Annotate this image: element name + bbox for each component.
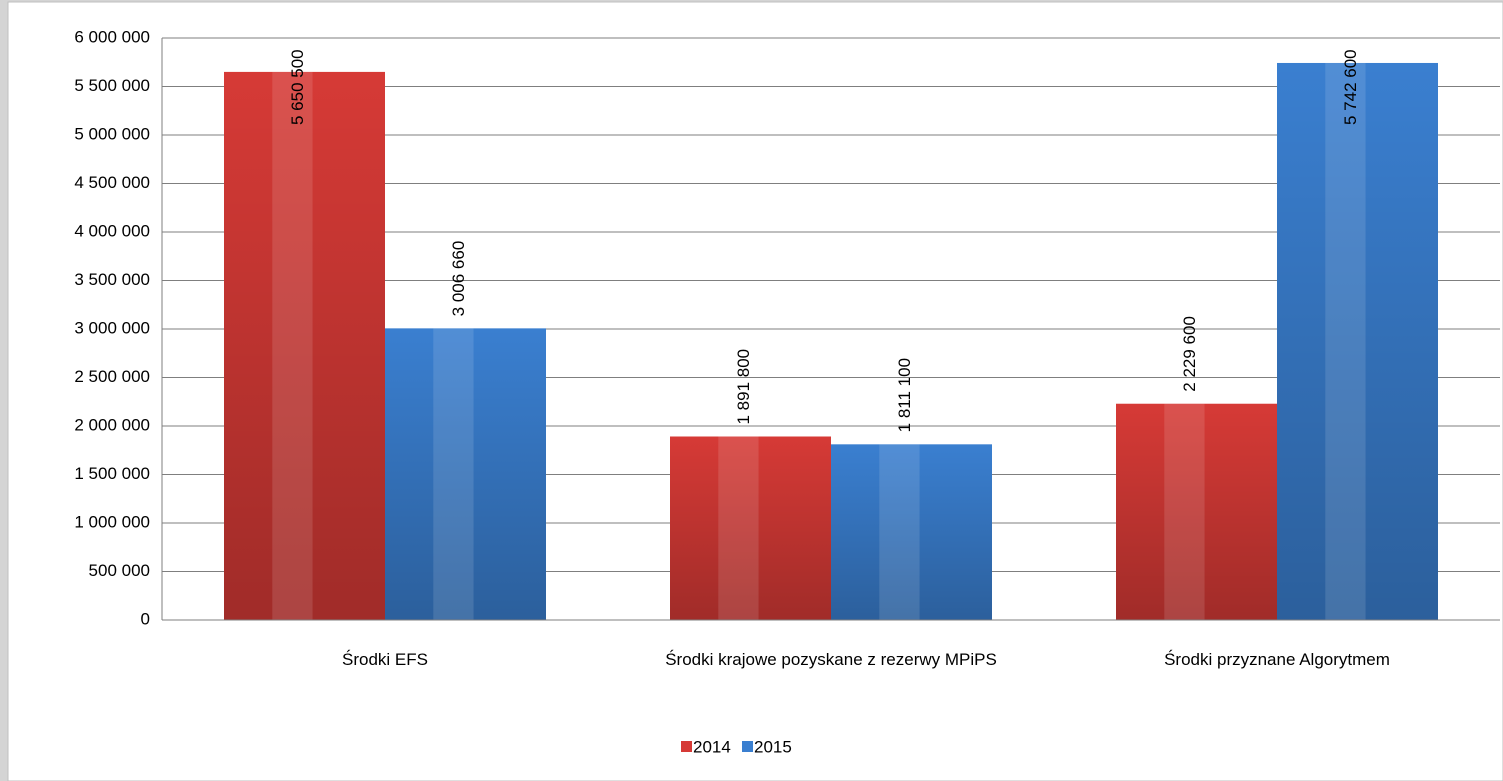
data-label: 2 229 600 [1180, 316, 1199, 392]
bar-highlight [879, 444, 920, 620]
bar-shading [1277, 62, 1438, 621]
y-tick-label: 5 500 000 [74, 76, 150, 95]
y-tick-label: 4 000 000 [74, 221, 150, 240]
x-tick-label: Środki EFS [342, 650, 428, 669]
legend-swatch [742, 741, 753, 752]
data-label: 5 650 500 [288, 49, 307, 125]
y-tick-label: 2 000 000 [74, 415, 150, 434]
bar-highlight [1325, 62, 1366, 621]
bar-shading [1116, 403, 1277, 620]
bar-highlight [433, 328, 474, 620]
bar-highlight [272, 71, 313, 621]
data-label: 3 006 660 [449, 241, 468, 317]
bar-shading [385, 328, 546, 620]
y-tick-label: 1 500 000 [74, 464, 150, 483]
y-tick-label: 3 500 000 [74, 270, 150, 289]
data-label: 5 742 600 [1341, 49, 1360, 125]
y-tick-label: 0 [141, 609, 150, 628]
y-tick-label: 6 000 000 [74, 27, 150, 46]
bar-shading [670, 436, 831, 620]
bar-shading [224, 71, 385, 621]
y-tick-label: 500 000 [89, 561, 150, 580]
data-label: 1 811 100 [895, 358, 914, 432]
bar-shading [831, 444, 992, 620]
x-tick-label: Środki przyznane Algorytmem [1164, 650, 1390, 669]
y-tick-label: 2 500 000 [74, 367, 150, 386]
y-tick-label: 4 500 000 [74, 173, 150, 192]
bar-highlight [1164, 403, 1205, 620]
y-tick-label: 5 000 000 [74, 124, 150, 143]
legend-label: 2014 [693, 737, 731, 756]
legend-swatch [681, 741, 692, 752]
y-tick-label: 3 000 000 [74, 318, 150, 337]
x-tick-label: Środki krajowe pozyskane z rezerwy MPiPS [665, 650, 997, 669]
bar-highlight [718, 436, 759, 620]
y-tick-label: 1 000 000 [74, 512, 150, 531]
legend-label: 2015 [754, 737, 792, 756]
data-label: 1 891 800 [734, 349, 753, 425]
